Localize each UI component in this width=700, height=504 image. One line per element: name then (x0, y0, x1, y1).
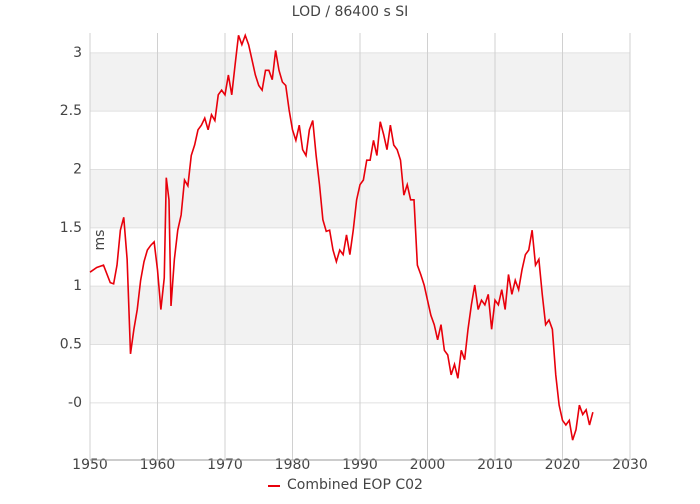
x-tick-label: 2010 (477, 457, 513, 473)
x-tick-label: 2000 (410, 457, 446, 473)
x-tick-label: 1990 (342, 457, 378, 473)
data-line (89, 32, 594, 441)
y-tick-label: 2.5 (60, 103, 82, 119)
x-tick-label: 1970 (207, 457, 243, 473)
y-tick-label: 1.5 (60, 220, 82, 236)
x-tick-label: 2020 (545, 457, 581, 473)
y-tick-label: 2 (73, 162, 82, 178)
y-tick-label: 1 (73, 278, 82, 294)
legend-label: Combined EOP C02 (287, 477, 423, 493)
y-axis-label: ms (92, 230, 108, 251)
x-tick-label: 1980 (275, 457, 311, 473)
y-tick-label: 0.5 (60, 337, 82, 353)
y-tick-label: -0 (68, 395, 82, 411)
x-tick-label: 2030 (612, 457, 648, 473)
y-tick-label: 3 (73, 45, 82, 61)
x-tick-label: 1950 (72, 457, 108, 473)
x-tick-label: 1960 (140, 457, 176, 473)
chart-title: LOD / 86400 s SI (292, 4, 408, 20)
